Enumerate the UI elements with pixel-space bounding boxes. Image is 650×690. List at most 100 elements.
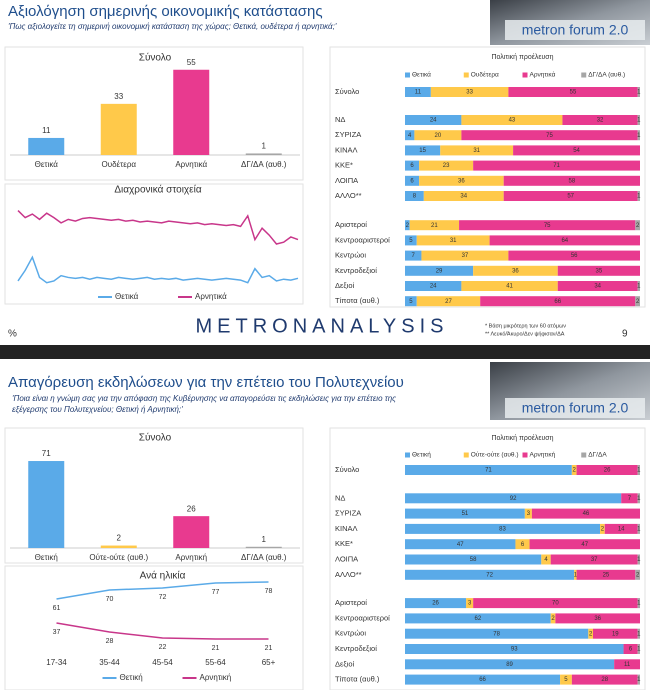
data-label: 3 [468,601,472,607]
x-tick-label: Αρνητική [175,553,207,562]
data-label: 5 [409,238,413,244]
bar-segment [562,115,638,125]
bar-segment [637,281,640,291]
line [17,255,299,284]
bar-segment [614,659,640,670]
legend-swatch [463,72,469,78]
bar [173,516,210,548]
bar-segment [421,250,509,261]
data-label: 2 [406,223,410,229]
data-label: 36 [512,268,519,274]
bar-segment [637,674,640,685]
bar-segment [405,659,615,670]
page-number: 9 [622,329,628,340]
bar-segment [405,235,417,246]
data-label: 37 [53,629,61,636]
data-label: 19 [612,631,619,637]
data-label: 37 [462,253,469,259]
y-tick-label: Κεντρώοι [335,251,366,260]
data-label: 2 [573,468,577,474]
y-tick-label: Αριστεροί [335,220,367,229]
bar-segment [405,115,462,125]
bar-segment [405,523,601,534]
data-label: 72 [159,594,167,601]
bar-segment [557,265,640,276]
y-tick-label: Κεντροδεξιοί [335,644,377,653]
data-label: 93 [511,647,518,653]
logo-plate [505,398,645,418]
legend-swatch [522,72,528,78]
bar-segment [466,598,474,609]
y-tick-label: ΣΥΡΙΖΑ [335,509,361,518]
logo-text: metron forum 2.0 [522,400,629,416]
data-label: 34 [594,284,601,290]
bar-segment [621,493,638,504]
data-label: 2 [636,223,640,229]
legend-swatch [581,72,587,78]
bar-segment [555,613,640,624]
unit-label: % [8,329,17,340]
legend-label: Θετικά [412,71,431,79]
slide-subtitle: 'Ποια είναι η γνώμη σας για την απόφαση … [12,394,396,403]
data-label: 71 [42,449,51,458]
bar-segment [405,493,622,504]
data-label: 36 [458,178,465,184]
x-tick-label: 17-34 [46,658,67,667]
y-tick-label: Δεξιοί [335,281,355,290]
bar-segment [635,220,640,231]
y-tick-label: ΛΟΙΠΑ [335,554,358,563]
slide-subtitle: εξέγερσης του Πολυτεχνείου; Θετική ή Αρν… [12,405,183,414]
data-label: 70 [106,596,114,603]
bar [28,461,65,548]
data-label: 71 [553,163,560,169]
chart-title: Σύνολο [139,432,172,444]
logo-text: metron forum 2.0 [522,22,629,38]
data-label: 4 [544,557,548,563]
y-tick-label: ΚΙΝΑΛ [335,524,358,533]
y-tick-label: ΑΛΛΟ** [335,570,362,579]
data-label: 72 [486,572,493,578]
data-label: 51 [462,511,469,517]
bar-segment [574,569,577,580]
footnote: * Βάση μικρότερη των 60 ατόμων [485,322,566,329]
bar-segment [560,674,572,685]
data-label: 11 [42,126,51,135]
y-tick-label: Σύνολο [335,87,359,96]
bar-segment [637,465,640,475]
y-tick-label: Κεντροαριστεροί [335,613,390,622]
legend-swatch [405,452,410,458]
data-label: 58 [470,557,477,563]
data-label: 1 [637,194,641,200]
y-tick-label: Κεντρώοι [335,629,366,638]
data-label: 1 [637,133,641,139]
bar-segment [405,598,467,609]
data-label: 22 [159,644,167,651]
data-label: 75 [546,133,553,139]
divider [0,345,650,359]
bar-segment [635,569,640,580]
data-label: 83 [499,526,506,532]
data-label: 6 [410,163,414,169]
data-label: 1 [637,526,641,532]
data-label: 11 [624,662,631,668]
bar-segment [604,523,638,534]
bar-segment [409,220,460,231]
bar-segment [419,175,504,186]
bar [245,546,282,548]
bar-segment [473,598,638,609]
bar-segment [414,130,462,141]
data-label: 26 [604,468,611,474]
bar-segment [473,265,558,276]
bar-segment [405,539,516,550]
bar-segment [571,465,577,475]
bar-segment [529,539,640,550]
bar-segment [637,644,640,654]
data-label: 2 [589,631,593,637]
y-tick-label: ΝΔ [335,115,345,124]
bar-segment [405,87,431,97]
data-label: 5 [409,299,413,305]
bar-segment [515,539,530,550]
legend-label: Θετική [120,673,143,682]
data-label: 28 [106,638,114,645]
data-label: 47 [581,542,588,548]
